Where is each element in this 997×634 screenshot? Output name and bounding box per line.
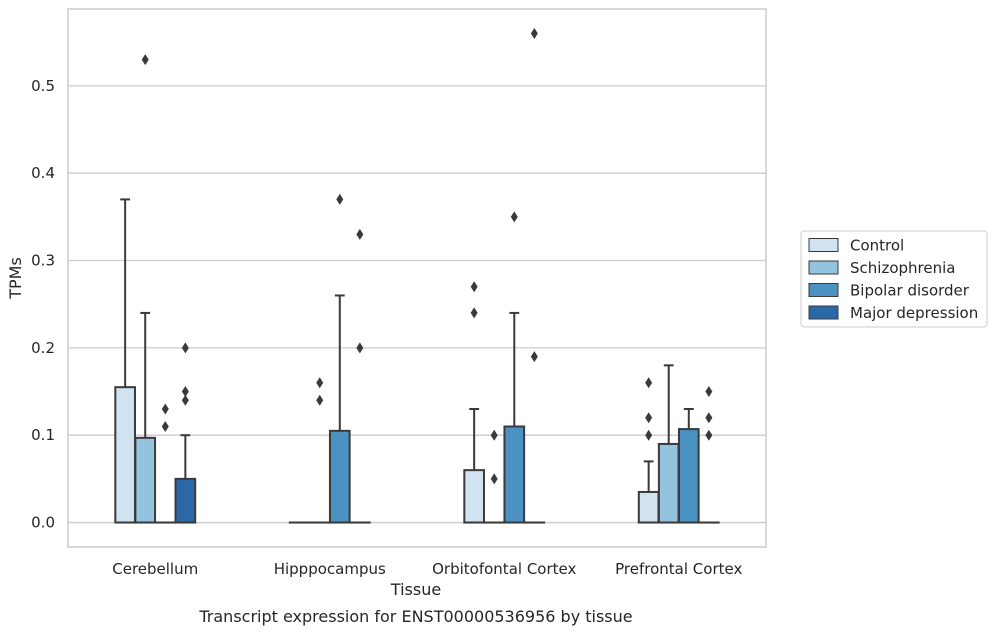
box bbox=[657, 442, 680, 524]
outlier-point bbox=[141, 54, 149, 66]
y-tick-label: 0.3 bbox=[31, 252, 55, 270]
box-group bbox=[328, 193, 351, 524]
outlier-point bbox=[530, 351, 538, 363]
box-group bbox=[463, 281, 485, 524]
y-tick-labels: 0.0 0.1 0.2 0.3 0.4 0.5 bbox=[31, 77, 55, 532]
box-group bbox=[349, 228, 371, 524]
legend-swatch bbox=[808, 260, 839, 275]
box-group bbox=[483, 429, 506, 524]
outlier-point bbox=[161, 403, 169, 415]
legend-swatch bbox=[808, 305, 839, 320]
box-group bbox=[657, 364, 680, 524]
outlier-point bbox=[161, 420, 169, 432]
chart-caption: Transcript expression for ENST0000053695… bbox=[198, 607, 632, 626]
box bbox=[503, 425, 526, 524]
box-group bbox=[698, 386, 720, 524]
y-tick-label: 0.5 bbox=[31, 77, 55, 95]
box-layer bbox=[114, 27, 720, 524]
outlier-point bbox=[530, 27, 538, 39]
y-tick-label: 0.0 bbox=[31, 514, 55, 532]
outlier-point bbox=[356, 342, 364, 354]
legend-swatch bbox=[808, 238, 839, 252]
x-tick-label: Prefrontal Cortex bbox=[615, 560, 742, 578]
outlier-point bbox=[705, 412, 713, 424]
plot-area-frame bbox=[67, 8, 767, 548]
outlier-point bbox=[490, 473, 498, 485]
box-group bbox=[174, 342, 197, 524]
outlier-point bbox=[181, 394, 189, 406]
x-tick-labels: Cerebellum Hipppocampus Orbitofontal Corte… bbox=[112, 560, 742, 578]
x-tick-label: Orbitofontal Cortex bbox=[432, 560, 576, 578]
outlier-point bbox=[470, 281, 478, 293]
outlier-point bbox=[356, 228, 364, 240]
x-tick-label: Hipppocampus bbox=[274, 560, 386, 578]
outlier-point bbox=[316, 377, 324, 389]
outlier-point bbox=[645, 429, 653, 441]
outlier-point bbox=[181, 386, 189, 398]
y-tick-label: 0.4 bbox=[31, 164, 55, 182]
legend-label: Schizophrenia bbox=[850, 259, 955, 277]
box-group bbox=[637, 377, 660, 524]
box-group bbox=[677, 408, 700, 524]
outlier-point bbox=[336, 193, 344, 205]
legend-label: Control bbox=[850, 237, 904, 255]
box bbox=[114, 386, 136, 524]
box bbox=[328, 429, 351, 524]
outlier-point bbox=[181, 342, 189, 354]
box-group bbox=[503, 211, 526, 524]
legend-swatch bbox=[808, 283, 839, 297]
legend: Control Schizophrenia Bipolar disorder Majo… bbox=[800, 230, 988, 328]
legend-frame bbox=[800, 230, 988, 328]
box bbox=[637, 490, 660, 524]
box bbox=[463, 469, 485, 524]
legend-label: Bipolar disorder bbox=[850, 282, 970, 300]
box-group bbox=[134, 54, 157, 524]
outlier-point bbox=[645, 412, 653, 424]
box-group bbox=[114, 198, 136, 524]
outlier-point bbox=[490, 429, 498, 441]
legend-label: Major depression bbox=[850, 304, 978, 322]
outlier-point bbox=[510, 211, 518, 223]
box-group bbox=[523, 27, 546, 524]
box bbox=[174, 477, 197, 524]
x-axis-label: Tissue bbox=[390, 580, 441, 599]
box bbox=[677, 428, 700, 524]
outlier-point bbox=[705, 429, 713, 441]
outlier-point bbox=[470, 307, 478, 319]
y-tick-label: 0.1 bbox=[31, 426, 55, 444]
box-group bbox=[154, 403, 177, 524]
box-group bbox=[308, 377, 331, 524]
outlier-point bbox=[705, 386, 713, 398]
y-axis-label: TPMs bbox=[6, 257, 25, 300]
legend-items: Control Schizophrenia Bipolar disorder Majo… bbox=[808, 237, 978, 322]
x-tick-label: Cerebellum bbox=[112, 560, 198, 578]
y-tick-label: 0.2 bbox=[31, 339, 55, 357]
outlier-point bbox=[645, 377, 653, 389]
outlier-point bbox=[316, 394, 324, 406]
box bbox=[134, 436, 157, 524]
